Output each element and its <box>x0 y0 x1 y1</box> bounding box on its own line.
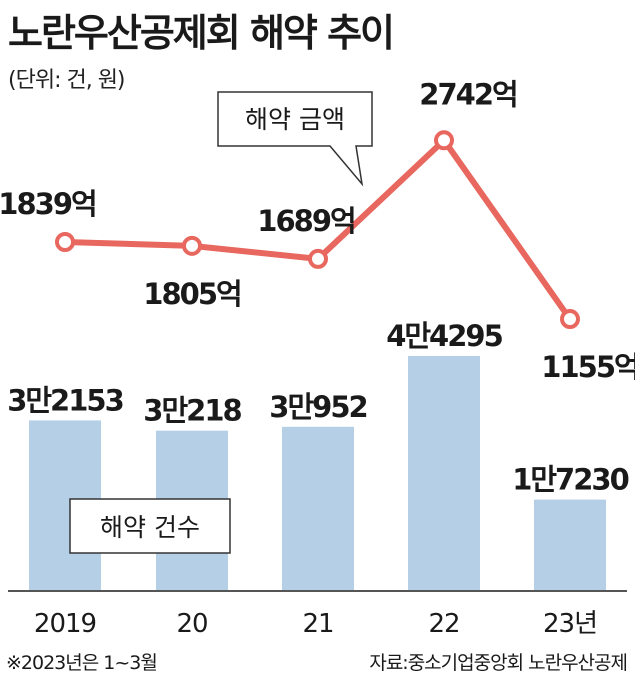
x-tick-labels: 2019 20 21 22 23년 <box>34 609 598 639</box>
unit-note: (단위: 건, 원) <box>8 68 126 93</box>
bar-3 <box>408 356 480 591</box>
bar-value-label-0: 3만2153 <box>7 383 123 417</box>
x-tick-label-3: 22 <box>428 609 459 639</box>
bar-2 <box>282 426 354 591</box>
bar-value-labels: 3만2153 3만218 3만952 4만4295 1만7230 <box>7 319 630 497</box>
source-note: 자료:중소기업중앙회 노란우산공제 <box>369 652 628 674</box>
line-series <box>55 130 580 330</box>
footnote: ※2023년은 1~3월 <box>6 652 158 674</box>
count-legend-label: 해약 건수 <box>100 513 200 542</box>
amount-legend-label: 해약 금액 <box>245 105 345 134</box>
line-point-1 <box>182 235 202 256</box>
bar-value-label-3: 4만4295 <box>386 319 502 353</box>
line-point-4 <box>560 309 580 330</box>
line-point-2 <box>308 248 328 269</box>
line-value-label-0: 1839억 <box>0 187 96 221</box>
line-point-3 <box>434 130 454 151</box>
x-tick-label-1: 20 <box>176 609 207 639</box>
line-value-label-2: 1689억 <box>257 204 354 238</box>
chart-title: 노란우산공제회 해약 추이 <box>8 11 395 55</box>
bar-value-label-4: 1만7230 <box>512 463 628 497</box>
amount-legend-box: 해약 금액 <box>217 91 373 187</box>
bar-4 <box>534 499 606 591</box>
x-tick-label-0: 2019 <box>34 609 96 639</box>
bar-value-label-2: 3만952 <box>269 390 366 424</box>
line-point-0 <box>55 232 75 252</box>
line-value-label-1: 1805억 <box>143 277 240 311</box>
count-legend-box: 해약 건수 <box>69 498 231 554</box>
line-value-labels: 1839억 1805억 1689억 2742억 1155억 <box>0 77 635 384</box>
line-value-label-3: 2742억 <box>419 77 516 111</box>
x-tick-label-2: 21 <box>302 609 333 639</box>
bar-value-label-1: 3만218 <box>143 394 241 428</box>
x-tick-label-4: 23년 <box>543 609 597 639</box>
bar-series <box>29 356 606 591</box>
line-value-label-4: 1155억 <box>541 350 635 384</box>
